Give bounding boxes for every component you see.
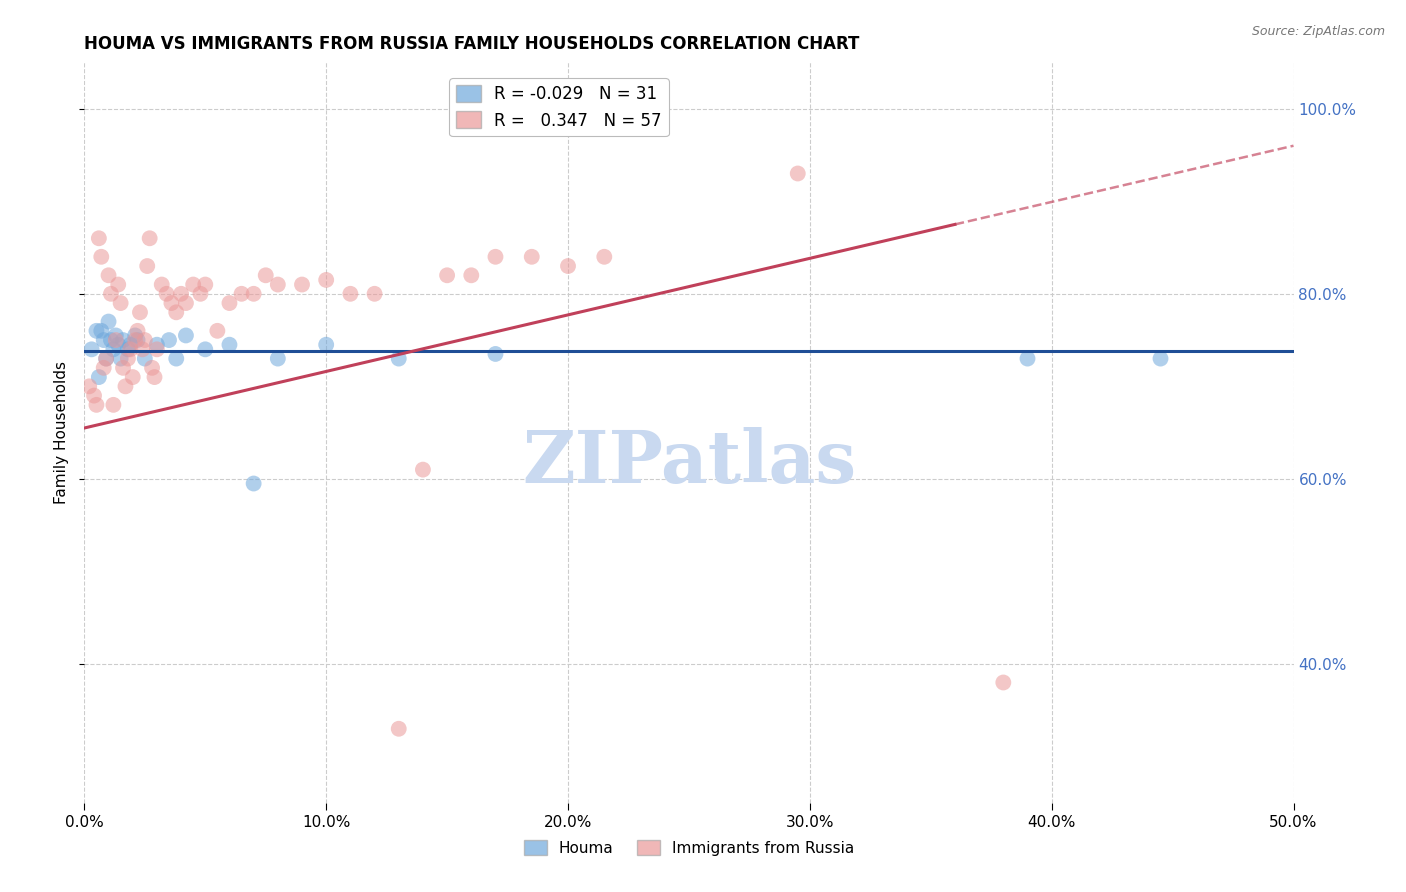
Y-axis label: Family Households: Family Households	[53, 361, 69, 504]
Point	[134, 351, 156, 366]
Point	[786, 166, 808, 180]
Point	[97, 268, 120, 283]
Point	[138, 231, 160, 245]
Point	[190, 286, 212, 301]
Point	[77, 379, 100, 393]
Point	[86, 398, 108, 412]
Point	[231, 286, 253, 301]
Point	[254, 268, 277, 283]
Point	[93, 360, 115, 375]
Point	[87, 231, 110, 245]
Point	[117, 343, 139, 357]
Point	[242, 476, 264, 491]
Point	[207, 324, 229, 338]
Point	[80, 343, 103, 357]
Point	[124, 333, 146, 347]
Point	[388, 722, 411, 736]
Point	[104, 328, 127, 343]
Point	[181, 277, 204, 292]
Point	[363, 286, 385, 301]
Point	[104, 333, 127, 347]
Point	[120, 337, 142, 351]
Point	[124, 328, 146, 343]
Point	[1149, 351, 1171, 366]
Point	[136, 259, 159, 273]
Point	[218, 296, 240, 310]
Point	[520, 250, 543, 264]
Text: ZIPatlas: ZIPatlas	[522, 426, 856, 498]
Point	[110, 351, 132, 366]
Point	[174, 328, 197, 343]
Point	[267, 277, 290, 292]
Point	[315, 273, 337, 287]
Point	[83, 389, 105, 403]
Point	[100, 286, 122, 301]
Point	[267, 351, 290, 366]
Point	[484, 347, 506, 361]
Point	[155, 286, 177, 301]
Point	[170, 286, 193, 301]
Point	[114, 379, 136, 393]
Point	[484, 250, 506, 264]
Point	[129, 305, 152, 319]
Legend: Houma, Immigrants from Russia: Houma, Immigrants from Russia	[517, 834, 860, 862]
Point	[131, 343, 153, 357]
Point	[117, 351, 139, 366]
Point	[242, 286, 264, 301]
Point	[388, 351, 411, 366]
Point	[339, 286, 361, 301]
Point	[134, 333, 156, 347]
Point	[103, 343, 125, 357]
Point	[90, 250, 112, 264]
Point	[150, 277, 173, 292]
Point	[141, 360, 163, 375]
Point	[90, 324, 112, 338]
Point	[194, 343, 217, 357]
Point	[103, 398, 125, 412]
Point	[97, 315, 120, 329]
Point	[218, 337, 240, 351]
Point	[436, 268, 458, 283]
Point	[315, 337, 337, 351]
Point	[160, 296, 183, 310]
Point	[291, 277, 314, 292]
Point	[94, 351, 117, 366]
Point	[94, 351, 117, 366]
Point	[157, 333, 180, 347]
Text: HOUMA VS IMMIGRANTS FROM RUSSIA FAMILY HOUSEHOLDS CORRELATION CHART: HOUMA VS IMMIGRANTS FROM RUSSIA FAMILY H…	[84, 35, 859, 53]
Point	[143, 370, 166, 384]
Point	[412, 462, 434, 476]
Point	[86, 324, 108, 338]
Point	[110, 296, 132, 310]
Point	[165, 351, 187, 366]
Point	[194, 277, 217, 292]
Point	[87, 370, 110, 384]
Point	[557, 259, 579, 273]
Point	[146, 337, 169, 351]
Point	[112, 333, 135, 347]
Point	[100, 333, 122, 347]
Point	[460, 268, 482, 283]
Point	[93, 333, 115, 347]
Point	[127, 324, 149, 338]
Point	[127, 333, 149, 347]
Point	[146, 343, 169, 357]
Point	[165, 305, 187, 319]
Text: Source: ZipAtlas.com: Source: ZipAtlas.com	[1251, 25, 1385, 38]
Point	[593, 250, 616, 264]
Point	[107, 277, 129, 292]
Point	[120, 343, 142, 357]
Point	[107, 337, 129, 351]
Point	[174, 296, 197, 310]
Point	[112, 360, 135, 375]
Point	[993, 675, 1015, 690]
Point	[1017, 351, 1039, 366]
Point	[121, 370, 143, 384]
